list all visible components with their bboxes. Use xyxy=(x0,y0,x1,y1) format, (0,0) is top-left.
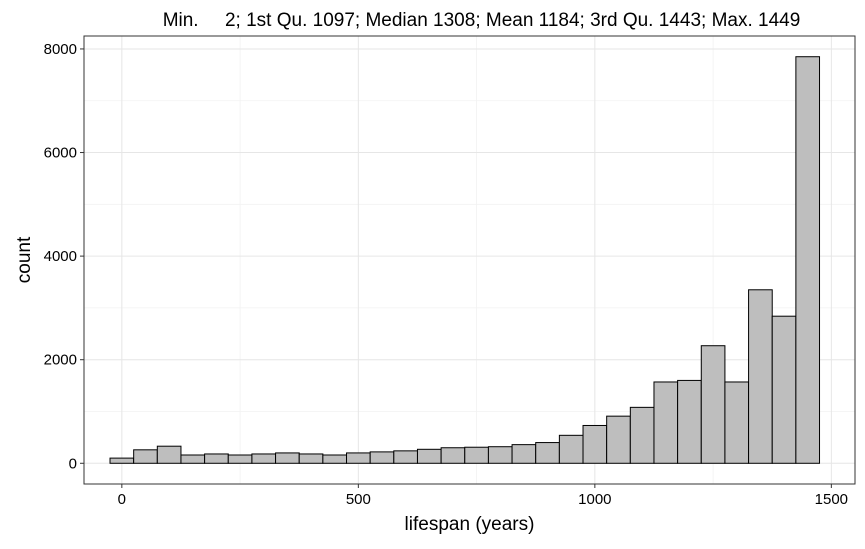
histogram-bar xyxy=(558,434,584,464)
histogram-bar xyxy=(180,454,206,464)
histogram-bar xyxy=(771,315,797,464)
histogram-bar xyxy=(464,446,489,464)
x-axis-title: lifespan (years) xyxy=(405,514,535,535)
y-tick-label: 4000 xyxy=(44,248,77,265)
histogram-bar xyxy=(440,447,466,464)
histogram-bar xyxy=(109,457,135,464)
histogram-bar xyxy=(677,379,702,464)
histogram-bar xyxy=(251,453,277,464)
histogram-bar xyxy=(204,453,229,464)
x-tick-label: 1000 xyxy=(578,491,611,508)
histogram-bar xyxy=(724,381,750,464)
x-tick-label: 500 xyxy=(346,491,371,508)
histogram-bar xyxy=(133,449,158,464)
x-tick-label: 1500 xyxy=(815,491,848,508)
panel-border xyxy=(83,35,856,485)
histogram-bar xyxy=(700,345,726,464)
histogram-bar xyxy=(416,448,442,464)
histogram-bar xyxy=(156,445,182,464)
histogram-bar xyxy=(346,452,371,464)
tick-layer: 0 500 1000 1500 0 2000 4000 6000 8000 xyxy=(44,41,848,508)
histogram-bar xyxy=(298,453,324,464)
histogram-bar xyxy=(535,442,560,464)
y-tick-label: 0 xyxy=(69,455,77,472)
y-tick-label: 6000 xyxy=(44,145,77,162)
chart-title: Min. 2; 1st Qu. 1097; Median 1308; Mean … xyxy=(163,10,801,31)
bar-layer xyxy=(109,56,821,464)
y-tick-label: 8000 xyxy=(44,41,77,58)
histogram-bar xyxy=(582,424,608,464)
histogram-bar xyxy=(606,415,631,464)
x-tick-label: 0 xyxy=(118,491,126,508)
histogram-bar xyxy=(322,454,348,464)
histogram-bar xyxy=(369,451,395,464)
histogram-bar xyxy=(275,452,300,464)
histogram-bar xyxy=(393,450,418,464)
histogram-bar xyxy=(487,446,513,464)
histogram-bar xyxy=(629,406,655,464)
histogram-bar xyxy=(653,381,679,464)
y-axis-title: count xyxy=(14,236,35,283)
histogram-bar xyxy=(511,444,537,464)
y-tick-label: 2000 xyxy=(44,352,77,369)
histogram-bar xyxy=(748,289,773,464)
histogram-bar xyxy=(795,56,821,464)
histogram-bar xyxy=(227,454,253,464)
